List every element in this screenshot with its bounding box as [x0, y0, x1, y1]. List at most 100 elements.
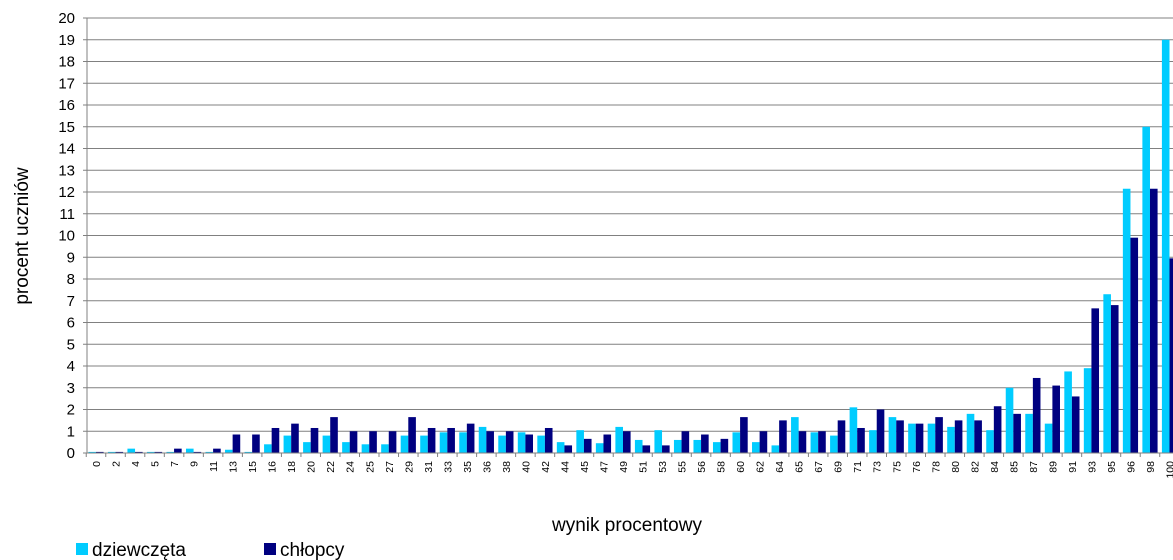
y-tick-label: 1 [67, 423, 75, 440]
bar-dziewczeta [927, 423, 936, 453]
y-tick-label: 6 [67, 315, 75, 332]
y-tick-label: 8 [67, 271, 75, 288]
x-tick-label: 29 [403, 461, 415, 473]
gridlines [87, 17, 1173, 432]
x-tick-label: 53 [657, 461, 669, 473]
bar-chlopcy [740, 417, 748, 453]
bar-chlopcy [1091, 308, 1100, 453]
x-tick-label: 45 [579, 461, 591, 473]
bar-chlopcy [993, 406, 1002, 453]
y-tick-label: 10 [58, 228, 75, 245]
bar-chlopcy [759, 431, 768, 453]
x-tick-label: 75 [891, 461, 903, 473]
bar-dziewczeta [381, 444, 389, 453]
bar-dziewczeta [283, 435, 292, 453]
bar-chlopcy [193, 451, 202, 453]
bar-chlopcy [701, 434, 709, 453]
x-tick-label: 24 [345, 461, 357, 473]
bar-dziewczeta [595, 443, 604, 453]
bar-chlopcy [135, 451, 143, 453]
x-tick-label: 40 [520, 461, 532, 473]
x-tick-label: 44 [559, 461, 571, 473]
x-tick-label: 51 [638, 461, 650, 473]
x-tick-label: 93 [1086, 461, 1098, 473]
bar-chlopcy [96, 451, 104, 453]
y-tick-label: 18 [58, 54, 75, 71]
bar-chlopcy [798, 431, 807, 453]
bar-dziewczeta [498, 435, 506, 453]
bar-dziewczeta [1083, 368, 1092, 453]
bar-dziewczeta [420, 435, 428, 453]
x-tick-label: 100 [1165, 461, 1173, 479]
bar-dziewczeta [693, 439, 702, 453]
bar-chlopcy [505, 431, 514, 453]
bar-chlopcy [1052, 385, 1060, 453]
bar-chlopcy [622, 431, 631, 453]
bar-chlopcy [349, 431, 358, 453]
y-tick-label: 17 [58, 75, 75, 92]
x-tick-label: 9 [189, 461, 201, 467]
bar-dziewczeta [1103, 294, 1111, 453]
bar-dziewczeta [107, 451, 116, 453]
legend-swatch-dziewczeta [76, 543, 88, 555]
bar-dziewczeta [1064, 371, 1072, 453]
bar-dziewczeta [205, 451, 214, 453]
x-tick-label: 69 [833, 461, 845, 473]
bar-dziewczeta [264, 444, 272, 453]
x-tick-label: 31 [423, 461, 435, 473]
x-tick-label: 18 [286, 461, 298, 473]
bar-dziewczeta [303, 442, 311, 454]
bar-chlopcy [720, 438, 729, 453]
bar-dziewczeta [342, 442, 350, 454]
legend-label-dziewczeta: dziewczęta [92, 540, 186, 560]
y-tick-label: 13 [58, 162, 75, 179]
x-tick-label: 65 [794, 461, 806, 473]
bar-chlopcy [369, 431, 377, 453]
bar-dziewczeta [166, 451, 175, 453]
x-tick-label: 73 [872, 461, 884, 473]
bar-dziewczeta [966, 413, 975, 453]
bar-dziewczeta [888, 417, 897, 453]
x-tick-label: 76 [911, 461, 923, 473]
x-tick-label: 4 [130, 461, 142, 467]
x-tick-label: 42 [540, 461, 552, 473]
bar-chlopcy [115, 451, 124, 453]
bar-chlopcy [466, 423, 475, 453]
x-tick-label: 98 [1145, 461, 1157, 473]
x-axis-ticks: 0 2 4 5 7 9 11 13 15 16 18 20 22 24 25 27 29 31 33 35 36 38 40… [85, 453, 1173, 479]
bar-chlopcy [662, 445, 670, 453]
x-tick-label: 22 [325, 461, 337, 473]
x-tick-label: 84 [989, 461, 1001, 473]
bar-dziewczeta [771, 445, 780, 453]
bar-dziewczeta [88, 451, 96, 453]
y-tick-label: 0 [67, 445, 75, 462]
bar-chlopcy [1071, 396, 1080, 453]
x-tick-label: 33 [442, 461, 454, 473]
y-tick-label: 19 [58, 32, 75, 49]
bar-dziewczeta [791, 417, 799, 453]
bar-dziewczeta [576, 430, 584, 453]
bar-chlopcy [544, 427, 553, 453]
bar-dziewczeta [439, 432, 448, 453]
bar-dziewczeta [225, 449, 233, 453]
x-tick-label: 7 [169, 461, 181, 467]
x-tick-label: 16 [267, 461, 279, 473]
bar-dziewczeta [673, 439, 682, 453]
bar-dziewczeta [1044, 423, 1053, 453]
bar-dziewczeta [1122, 188, 1131, 454]
bar-chlopcy [330, 417, 338, 453]
bar-chlopcy [779, 420, 787, 454]
x-tick-label: 13 [228, 461, 240, 473]
x-tick-label: 25 [364, 461, 376, 473]
bar-dziewczeta [244, 451, 253, 453]
bar-dziewczeta [146, 451, 155, 453]
bar-dziewczeta [1161, 39, 1170, 453]
bar-chlopcy [427, 427, 436, 453]
x-tick-label: 38 [501, 461, 513, 473]
x-tick-label: 71 [852, 461, 864, 473]
x-tick-label: 5 [150, 461, 162, 467]
y-tick-label: 9 [67, 249, 75, 266]
x-tick-label: 87 [1028, 461, 1040, 473]
x-tick-label: 11 [208, 461, 220, 472]
bar-dziewczeta [908, 423, 916, 453]
